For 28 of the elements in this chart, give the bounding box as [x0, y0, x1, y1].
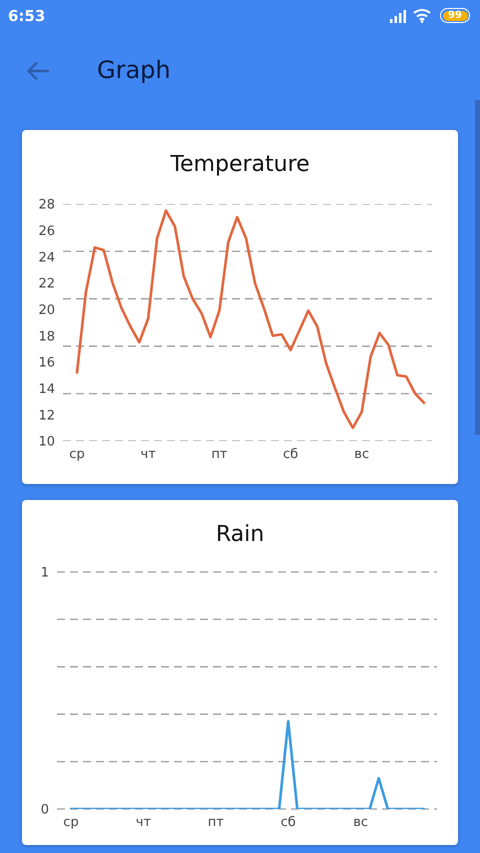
- x-tick-label: вс: [353, 815, 368, 830]
- x-tick-label: ср: [69, 447, 85, 462]
- x-tick-label: ср: [63, 815, 79, 830]
- y-tick-label: 22: [38, 276, 55, 292]
- battery-icon: 99: [440, 8, 470, 23]
- y-tick-label: 26: [38, 224, 55, 239]
- text: 6:53: [8, 7, 46, 25]
- y-tick-label: 12: [38, 408, 55, 424]
- y-tick-label: 14: [38, 382, 55, 397]
- chart-title: Rain: [214, 522, 266, 548]
- y-tick-label: 16: [38, 356, 55, 371]
- x-tick-label: пт: [211, 447, 228, 462]
- y-tick-label: 10: [38, 434, 55, 450]
- y-tick-label: 0: [40, 802, 49, 818]
- chart-title: Temperature: [169, 152, 311, 178]
- line-series: [76, 209, 426, 430]
- y-tick-label: 20: [38, 302, 55, 318]
- y-tick-label: 28: [38, 198, 55, 213]
- y-tick-label: 18: [38, 329, 55, 344]
- x-tick-label: сб: [280, 815, 296, 830]
- x-tick-label: чт: [136, 815, 152, 830]
- x-tick-label: чт: [140, 447, 156, 462]
- x-tick-label: пт: [208, 815, 224, 830]
- x-tick-label: сб: [282, 447, 298, 462]
- y-tick-label: 1: [40, 566, 49, 581]
- x-tick-label: вс: [354, 447, 370, 462]
- y-tick-label: 24: [38, 250, 55, 266]
- text: Graph: [97, 56, 171, 84]
